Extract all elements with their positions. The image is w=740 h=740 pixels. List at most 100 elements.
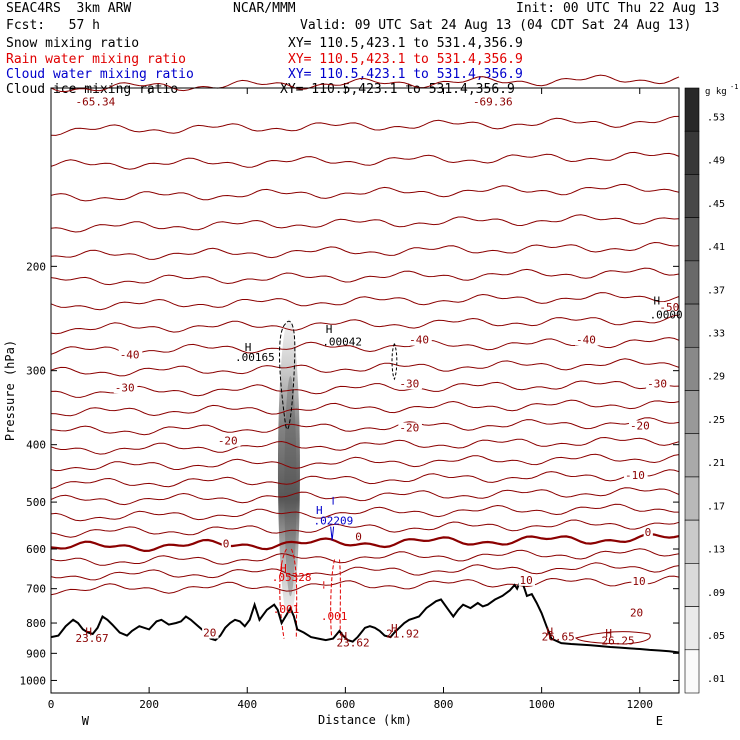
- isotherm-label-bg: [658, 302, 682, 314]
- y-tick-label: 900: [26, 647, 46, 660]
- extremum-annotation: H: [340, 630, 347, 643]
- isotherm-line: [50, 151, 680, 170]
- y-tick-label: 200: [26, 260, 46, 273]
- y-tick-label: 800: [26, 617, 46, 630]
- isotherm-label-bg: [74, 96, 120, 108]
- isotherm-line: [50, 575, 680, 596]
- x-axis-title: Distance (km): [318, 713, 412, 727]
- extremum-annotation: .00165: [235, 351, 275, 364]
- extremum-annotation: H: [391, 622, 398, 635]
- valid-time: Valid: 09 UTC Sat 24 Aug 13 (04 CDT Sat …: [300, 18, 692, 33]
- isotherm-line: [50, 241, 680, 260]
- colorbar-label: .37: [707, 285, 725, 296]
- isotherm-label: -10: [625, 469, 645, 482]
- isotherm-label-bg: [628, 607, 646, 619]
- y-tick-label: 400: [26, 439, 46, 452]
- isotherm-label-bg: [643, 526, 653, 538]
- isotherm-label: 0: [355, 530, 362, 543]
- colorbar-label: .01: [707, 674, 725, 685]
- terrain-profile: [50, 576, 680, 654]
- y-axis-title: Pressure (hPa): [3, 340, 17, 441]
- extremum-annotation: 23.62: [337, 637, 370, 650]
- extremum-annotation: .0000: [650, 309, 683, 322]
- y-tick-label: 300: [26, 365, 46, 378]
- x-tick-label: 200: [139, 698, 159, 711]
- isotherm-label: 0: [223, 538, 230, 551]
- colorbar-label: .09: [707, 588, 725, 599]
- extremum-annotation: H: [85, 626, 92, 639]
- isotherm-line: [50, 453, 680, 472]
- field-cloudwater-xy: XY= 110.5,423.1 to 531.4,356.9: [288, 67, 523, 82]
- colorbar-label: .13: [707, 545, 725, 556]
- isotherm-line: [50, 399, 680, 417]
- field-cloudwater-label: Cloud water mixing ratio: [6, 67, 194, 82]
- colorbar-unit: g kg: [705, 87, 727, 97]
- extremum-annotation: H: [605, 627, 612, 640]
- isotherm-line: [50, 74, 680, 92]
- isotherm-label: 20: [203, 627, 216, 640]
- colorbar-segment: [684, 217, 700, 262]
- x-tick-label: 1000: [528, 698, 555, 711]
- cloud-water-contour: [330, 496, 335, 541]
- isotherm-line: [50, 380, 680, 398]
- isotherm-label-bg: [518, 574, 535, 586]
- isotherm-label-bg: [408, 334, 432, 346]
- isotherm-label-bg: [398, 378, 422, 390]
- x-tick-label: 1200: [627, 698, 654, 711]
- extremum-annotation: 26.65: [542, 630, 575, 643]
- colorbar-segment: [684, 390, 700, 435]
- west-label: W: [82, 714, 90, 728]
- y-tick-label: 700: [26, 583, 46, 596]
- isotherm-line: [50, 115, 680, 136]
- field-cloudice-xy: XY= 110.5,423.1 to 531.4,356.9: [280, 82, 515, 97]
- isotherm-line: [50, 503, 679, 522]
- x-tick-label: 0: [48, 698, 55, 711]
- extremum-annotation: H: [547, 626, 554, 639]
- east-label: E: [656, 714, 663, 728]
- extremum-annotation: 21.92: [386, 627, 419, 640]
- colorbar-segment: [684, 563, 700, 607]
- isotherm-label: -40: [120, 348, 140, 361]
- colorbar-segment: [684, 174, 700, 218]
- colorbar-label: .21: [707, 458, 725, 469]
- extremum-annotation: .001: [321, 610, 348, 623]
- y-tick-label: 600: [26, 543, 46, 556]
- x-tick-label: 600: [335, 698, 355, 711]
- plot-area: -65.34 -69.36 -50 -40 -40 -40 -30 -30 -30 -20 -20 -…: [50, 74, 683, 654]
- field-rain-label: Rain water mixing ratio: [6, 52, 187, 67]
- isotherm-label: -69.36: [473, 95, 513, 108]
- warm-contour: [575, 631, 651, 645]
- isotherm-label: -20: [630, 419, 650, 432]
- isotherm-line: [50, 417, 680, 436]
- extremum-annotation: H: [316, 504, 323, 517]
- field-snow-xy: XY= 110.5,423.1 to 531.4,356.9: [288, 36, 523, 51]
- isotherm-line: [50, 469, 680, 490]
- colorbar-label: .53: [707, 112, 725, 123]
- isotherm-line: [50, 548, 680, 566]
- model-title: SEAC4RS 3km ARW: [6, 1, 132, 16]
- extremum-annotation: .001: [273, 603, 300, 616]
- field-rain-xy: XY= 110.5,423.1 to 531.4,356.9: [288, 52, 523, 67]
- isotherm-label-bg: [221, 538, 231, 550]
- colorbar-segment: [684, 260, 700, 305]
- isotherm-label-bg: [398, 422, 422, 434]
- colorbar-segment: [684, 130, 700, 175]
- isotherm-label: -40: [576, 334, 596, 347]
- field-snow-label: Snow mixing ratio: [6, 36, 140, 51]
- isotherm-line: [50, 267, 680, 286]
- extremum-annotation: 23.67: [76, 632, 109, 645]
- isotherm-label: -30: [647, 377, 667, 390]
- isotherm-line: [50, 292, 680, 311]
- extremum-annotation: 26.25: [601, 634, 634, 647]
- cloud-ice-contour-small: [391, 343, 398, 381]
- colorbar-segment: [684, 346, 700, 391]
- isotherm-label-bg: [628, 420, 653, 432]
- colorbar-label: .05: [707, 631, 725, 642]
- isotherm-label-bg: [202, 627, 219, 639]
- extremum-annotation: H: [653, 295, 660, 308]
- colorbar-label: .17: [707, 501, 725, 512]
- colorbar-segment: [684, 519, 700, 564]
- x-tick-label: 400: [237, 698, 257, 711]
- colorbar-segment: [684, 476, 700, 521]
